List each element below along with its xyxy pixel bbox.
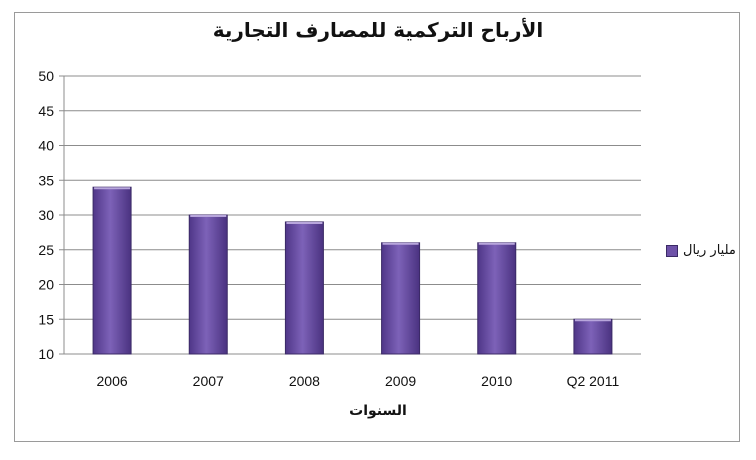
y-tick-label: 25 [38,242,54,258]
bar-Q2-2011 [573,318,613,355]
chart-title: الأرباح التركمية للمصارف التجارية [212,18,544,42]
bar-2006 [92,186,132,355]
y-tick-label: 40 [38,138,54,154]
bars [92,186,613,355]
bar-2007 [188,214,228,355]
axes [59,75,641,355]
y-tick-label: 45 [38,103,54,119]
legend: مليار ريال [666,243,736,258]
x-tick-label: 2006 [97,373,128,389]
x-tick-label: 2007 [193,373,224,389]
x-tick-label: 2009 [385,373,416,389]
y-tick-label: 35 [38,172,54,188]
x-tick-label: 2010 [481,373,512,389]
bar-2010 [477,242,517,355]
legend-swatch [666,244,678,257]
x-tick-labels: 2006 2007 2008 2009 2010 Q2 2011 [97,373,620,389]
y-tick-labels: 10 15 20 25 30 35 40 45 50 [38,68,54,362]
chart-frame [14,12,740,442]
legend-label: مليار ريال [683,243,736,258]
y-tick-label: 10 [38,346,54,362]
bar-2008 [284,221,324,355]
x-tick-label: Q2 2011 [567,373,620,389]
y-tick-label: 15 [38,311,54,327]
y-tick-label: 20 [38,277,54,293]
y-tick-label: 30 [38,207,54,223]
gridlines [64,75,641,355]
bar-2009 [381,242,421,355]
y-tick-label: 50 [38,68,54,84]
x-tick-label: 2008 [289,373,320,389]
x-axis-label: السنوات [349,403,407,419]
